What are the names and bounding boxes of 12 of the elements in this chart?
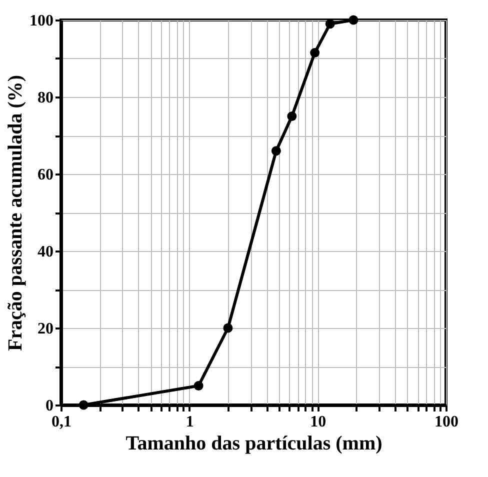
- y-axis-title: Fração passante acumulada (%): [4, 74, 26, 352]
- y-tick-label: 80: [38, 90, 54, 106]
- y-tick-label: 100: [30, 12, 54, 30]
- x-tick-label: 10: [310, 414, 326, 430]
- y-tick-label: 20: [38, 320, 54, 338]
- x-tick-label: 100: [434, 414, 458, 430]
- y-tick-label: 40: [38, 244, 54, 260]
- y-tick-label: 0: [46, 398, 54, 414]
- y-tick-label: 60: [38, 166, 54, 184]
- x-axis-title: Tamanho das partículas (mm): [126, 432, 382, 454]
- x-tick-label: 0,1: [52, 414, 72, 430]
- x-tick-label: 1: [186, 414, 194, 430]
